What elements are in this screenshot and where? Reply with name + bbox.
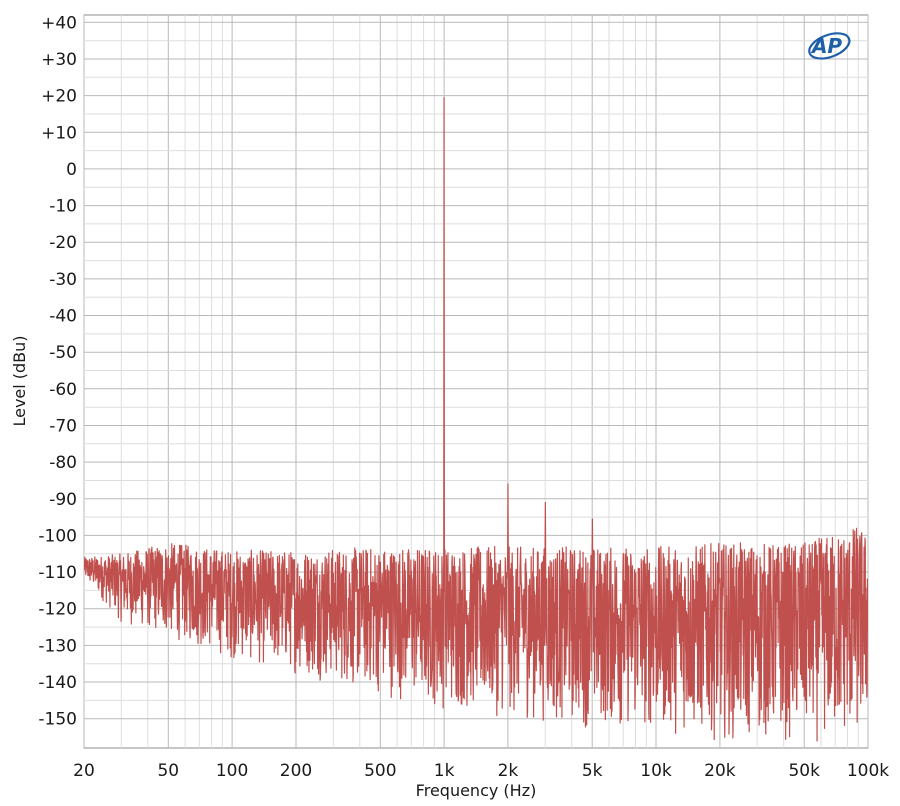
y-tick-label: -70: [49, 417, 77, 437]
y-axis-title: Level (dBu): [10, 335, 29, 426]
spectrum-trace: [84, 96, 868, 742]
y-tick-label: -140: [38, 673, 77, 693]
x-tick-label: 20k: [704, 761, 736, 781]
x-tick-label: 100k: [847, 761, 889, 781]
x-tick-label: 100: [216, 761, 248, 781]
y-tick-label: -10: [49, 197, 77, 217]
x-tick-label: 50k: [788, 761, 820, 781]
ap-logo: AP: [808, 32, 851, 60]
x-tick-label: 2k: [498, 761, 519, 781]
y-axis-tick-labels: +40 +30 +20 +10 0 -10 -20 -30 -40 -50 -60 -70 -80 -90…: [38, 13, 77, 729]
y-tick-label: -130: [38, 636, 77, 656]
y-tick-label: -120: [38, 600, 77, 620]
y-tick-label: 0: [66, 160, 77, 180]
x-tick-label: 5k: [582, 761, 603, 781]
x-tick-label: 10k: [640, 761, 672, 781]
y-tick-label: -20: [49, 233, 77, 253]
y-tick-label: +40: [41, 13, 77, 33]
x-tick-label: 500: [364, 761, 396, 781]
y-tick-label: -40: [49, 307, 77, 327]
y-tick-label: -50: [49, 343, 77, 363]
y-tick-label: -110: [38, 563, 77, 583]
y-tick-label: -90: [49, 490, 77, 510]
x-tick-label: 200: [280, 761, 312, 781]
x-axis-tick-labels: 20 50 100 200 500 1k 2k 5k 10k 20k 50k 100k: [73, 761, 889, 781]
spectrum-line: [84, 96, 868, 742]
y-tick-label: -150: [38, 710, 77, 730]
y-tick-label: -60: [49, 380, 77, 400]
y-tick-label: -30: [49, 270, 77, 290]
y-tick-label: +30: [41, 50, 77, 70]
y-tick-label: -80: [49, 453, 77, 473]
x-tick-label: 50: [157, 761, 179, 781]
x-axis-title: Frequency (Hz): [416, 781, 537, 800]
y-tick-label: +10: [41, 123, 77, 143]
ap-logo-text: AP: [810, 34, 842, 58]
x-tick-label: 1k: [434, 761, 455, 781]
x-tick-label: 20: [73, 761, 95, 781]
y-tick-label: -100: [38, 526, 77, 546]
y-tick-label: +20: [41, 87, 77, 107]
